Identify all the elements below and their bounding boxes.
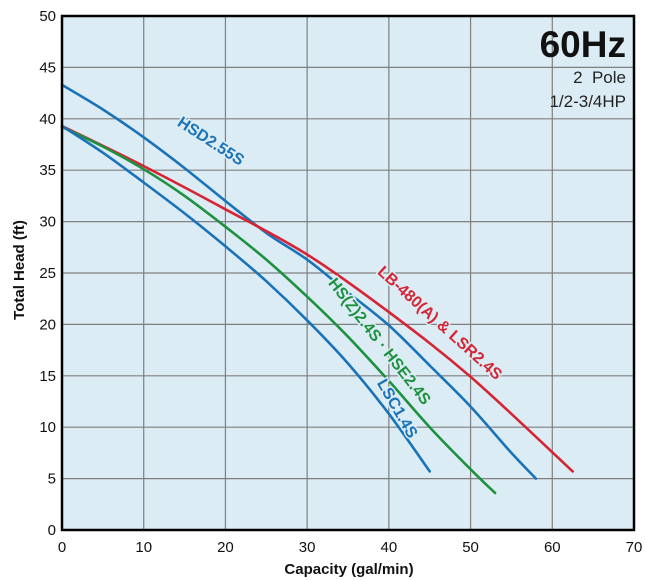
grid-lines bbox=[62, 16, 634, 530]
x-tick-label: 20 bbox=[217, 539, 234, 556]
horsepower-label: 1/2-3/4HP bbox=[549, 92, 626, 111]
y-tick-labels: 0 5 10 15 20 25 30 35 40 45 50 bbox=[39, 8, 56, 539]
x-tick-label: 10 bbox=[135, 539, 152, 556]
y-tick-label: 20 bbox=[39, 316, 56, 333]
y-axis-title: Total Head (ft) bbox=[11, 220, 28, 320]
y-tick-label: 15 bbox=[39, 368, 56, 385]
y-tick-label: 50 bbox=[39, 8, 56, 25]
y-tick-label: 40 bbox=[39, 111, 56, 128]
y-tick-label: 0 bbox=[48, 522, 56, 539]
x-tick-label: 50 bbox=[462, 539, 479, 556]
y-tick-label: 30 bbox=[39, 214, 56, 231]
x-axis-title: Capacity (gal/min) bbox=[284, 561, 413, 578]
y-tick-label: 5 bbox=[48, 471, 56, 488]
x-tick-label: 0 bbox=[58, 539, 66, 556]
y-tick-label: 25 bbox=[39, 265, 56, 282]
x-tick-label: 70 bbox=[626, 539, 643, 556]
series-line-hs-z-2-4s-hse2-4s bbox=[60, 125, 497, 495]
x-tick-labels: 0 10 20 30 40 50 60 70 bbox=[58, 539, 643, 556]
frequency-label: 60Hz bbox=[540, 24, 626, 65]
plot-border bbox=[60, 14, 636, 532]
series-line-lsc1-4s bbox=[60, 124, 431, 473]
y-tick-label: 45 bbox=[39, 59, 56, 76]
x-tick-label: 40 bbox=[381, 539, 398, 556]
x-tick-label: 60 bbox=[544, 539, 561, 556]
y-tick-label: 10 bbox=[39, 419, 56, 436]
pole-label: 2 Pole bbox=[573, 68, 626, 87]
x-tick-label: 30 bbox=[299, 539, 316, 556]
series-curves bbox=[60, 83, 574, 495]
series-line-lb-480-a-lsr2-4s bbox=[60, 124, 574, 473]
y-tick-label: 35 bbox=[39, 162, 56, 179]
series-line-hsd2-55s bbox=[60, 83, 538, 480]
